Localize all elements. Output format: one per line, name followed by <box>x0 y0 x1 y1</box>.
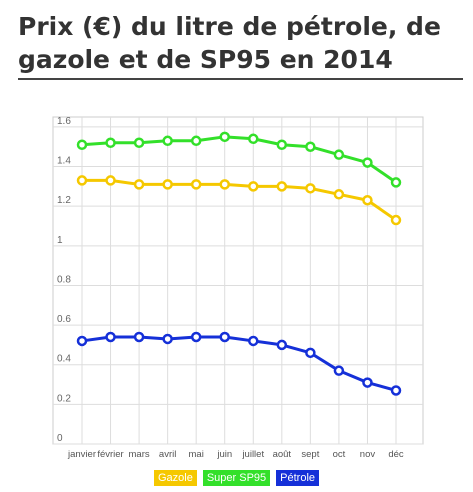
y-tick-label: 1 <box>57 235 63 246</box>
y-tick-label: 1.2 <box>57 195 71 206</box>
data-point <box>133 179 145 190</box>
x-tick-label: déc <box>388 449 404 460</box>
data-point <box>305 347 316 359</box>
data-point <box>219 131 230 143</box>
data-point <box>276 181 288 192</box>
data-point <box>190 179 202 190</box>
x-tick-label: août <box>273 449 292 460</box>
data-point <box>362 377 373 388</box>
data-point <box>133 137 145 149</box>
data-point <box>333 189 345 200</box>
data-point <box>305 183 316 194</box>
data-point <box>105 331 116 343</box>
data-point <box>219 179 230 190</box>
data-point <box>105 175 116 186</box>
data-point <box>162 333 173 345</box>
legend-petrole[interactable]: Pétrole <box>276 470 320 486</box>
data-point <box>390 385 402 396</box>
data-point <box>333 149 345 160</box>
x-tick-label: juillet <box>241 449 264 460</box>
y-tick-label: 0.4 <box>57 354 71 365</box>
data-point <box>133 331 145 343</box>
title-underline <box>18 78 463 80</box>
data-point <box>362 157 373 168</box>
data-point <box>276 139 288 150</box>
data-point <box>76 335 88 347</box>
data-point <box>105 137 116 149</box>
y-tick-label: 0.6 <box>57 314 71 325</box>
data-point <box>190 135 202 147</box>
x-tick-label: juin <box>216 449 232 460</box>
x-tick-label: nov <box>360 449 376 460</box>
x-tick-label: oct <box>333 449 346 460</box>
chart-title: Prix (€) du litre de pétrole, de gazole … <box>18 12 441 74</box>
y-tick-label: 0.8 <box>57 274 71 285</box>
data-point <box>162 135 173 147</box>
data-point <box>248 335 259 347</box>
legend: Gazole Super SP95 Pétrole <box>0 470 473 486</box>
x-tick-label: janvier <box>67 449 96 460</box>
x-tick-label: mai <box>189 449 204 460</box>
data-point <box>190 331 202 343</box>
data-point <box>76 139 88 150</box>
data-point <box>76 175 88 186</box>
data-point <box>248 133 259 145</box>
x-tick-label: sept <box>301 449 319 460</box>
plot-area <box>52 116 424 445</box>
data-point <box>390 214 402 226</box>
data-point <box>362 194 373 206</box>
y-tick-label: 1.4 <box>57 156 71 167</box>
data-point <box>390 177 402 188</box>
data-point <box>248 181 259 192</box>
data-point <box>219 331 230 343</box>
y-tick-label: 0.2 <box>57 393 71 404</box>
y-tick-label: 1.6 <box>57 116 71 127</box>
data-point <box>162 179 173 190</box>
legend-super-sp95[interactable]: Super SP95 <box>202 470 271 486</box>
legend-gazole[interactable]: Gazole <box>153 470 197 486</box>
x-tick-label: février <box>97 449 123 460</box>
x-tick-label: avril <box>159 449 176 460</box>
data-point <box>305 141 316 152</box>
x-tick-label: mars <box>129 449 150 460</box>
y-tick-label: 0 <box>57 433 63 444</box>
data-point <box>276 339 288 351</box>
line-chart: 0 0.2 0.4 0.6 0.8 1 1.2 1.4 1.6 janvier février mar… <box>52 116 424 460</box>
data-point <box>333 365 345 376</box>
